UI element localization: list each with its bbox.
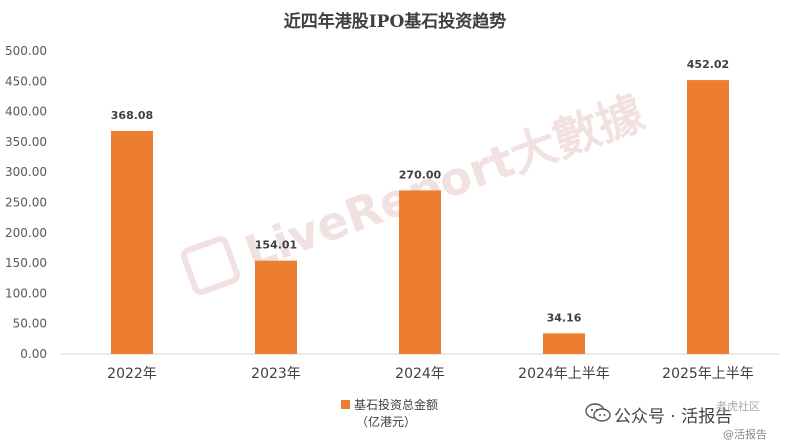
bar	[255, 260, 297, 354]
data-label: 452.02	[687, 58, 729, 71]
data-label: 270.00	[399, 168, 442, 181]
y-tick-label: 300.00	[5, 165, 47, 179]
y-tick-label: 100.00	[5, 286, 47, 300]
x-tick-label: 2022年	[107, 366, 157, 382]
x-tick-label: 2025年上半年	[662, 366, 754, 382]
wechat-credit: 公众号 · 活报告	[614, 407, 733, 427]
bar	[399, 190, 441, 354]
bar	[111, 130, 153, 354]
x-tick-label: 2024年	[395, 366, 445, 382]
legend-entry: 基石投资总金额（亿港元）	[354, 397, 438, 429]
bar	[543, 333, 585, 354]
data-label: 368.08	[111, 109, 153, 122]
data-labels: 368.08 154.01 270.00 34.16 452.02	[111, 58, 729, 324]
wechat-icon	[585, 403, 611, 422]
data-label: 34.16	[547, 311, 582, 324]
y-tick-label: 400.00	[5, 105, 47, 119]
corner-mark: @活报告	[723, 428, 767, 441]
y-tick-label: 200.00	[5, 226, 47, 240]
legend: 基石投资总金额（亿港元）	[341, 397, 438, 429]
watermark-logo-icon	[181, 236, 241, 296]
y-tick-label: 250.00	[5, 196, 47, 210]
chart-title: 近四年港股IPO基石投资趋势	[284, 11, 507, 32]
data-label: 154.01	[255, 239, 297, 252]
y-tick-label: 50.00	[13, 317, 47, 331]
watermark-text: LiveReport大數據	[238, 85, 652, 280]
y-tick-label: 450.00	[5, 74, 47, 88]
x-tick-label: 2024年上半年	[518, 366, 610, 382]
x-tick-label: 2023年	[251, 366, 301, 382]
bars	[111, 80, 729, 355]
forum-mark: 老虎社区	[716, 400, 760, 413]
y-tick-label: 150.00	[5, 256, 47, 270]
y-tick-label: 0.00	[20, 347, 47, 361]
bar	[687, 80, 729, 355]
y-axis: 0.00 50.00 100.00 150.00 200.00 250.00 300.00 3…	[5, 44, 47, 361]
y-tick-label: 350.00	[5, 135, 47, 149]
y-tick-label: 500.00	[5, 44, 47, 58]
x-axis: 2022年 2023年 2024年 2024年上半年 2025年上半年	[107, 366, 754, 382]
legend-swatch	[341, 400, 350, 409]
